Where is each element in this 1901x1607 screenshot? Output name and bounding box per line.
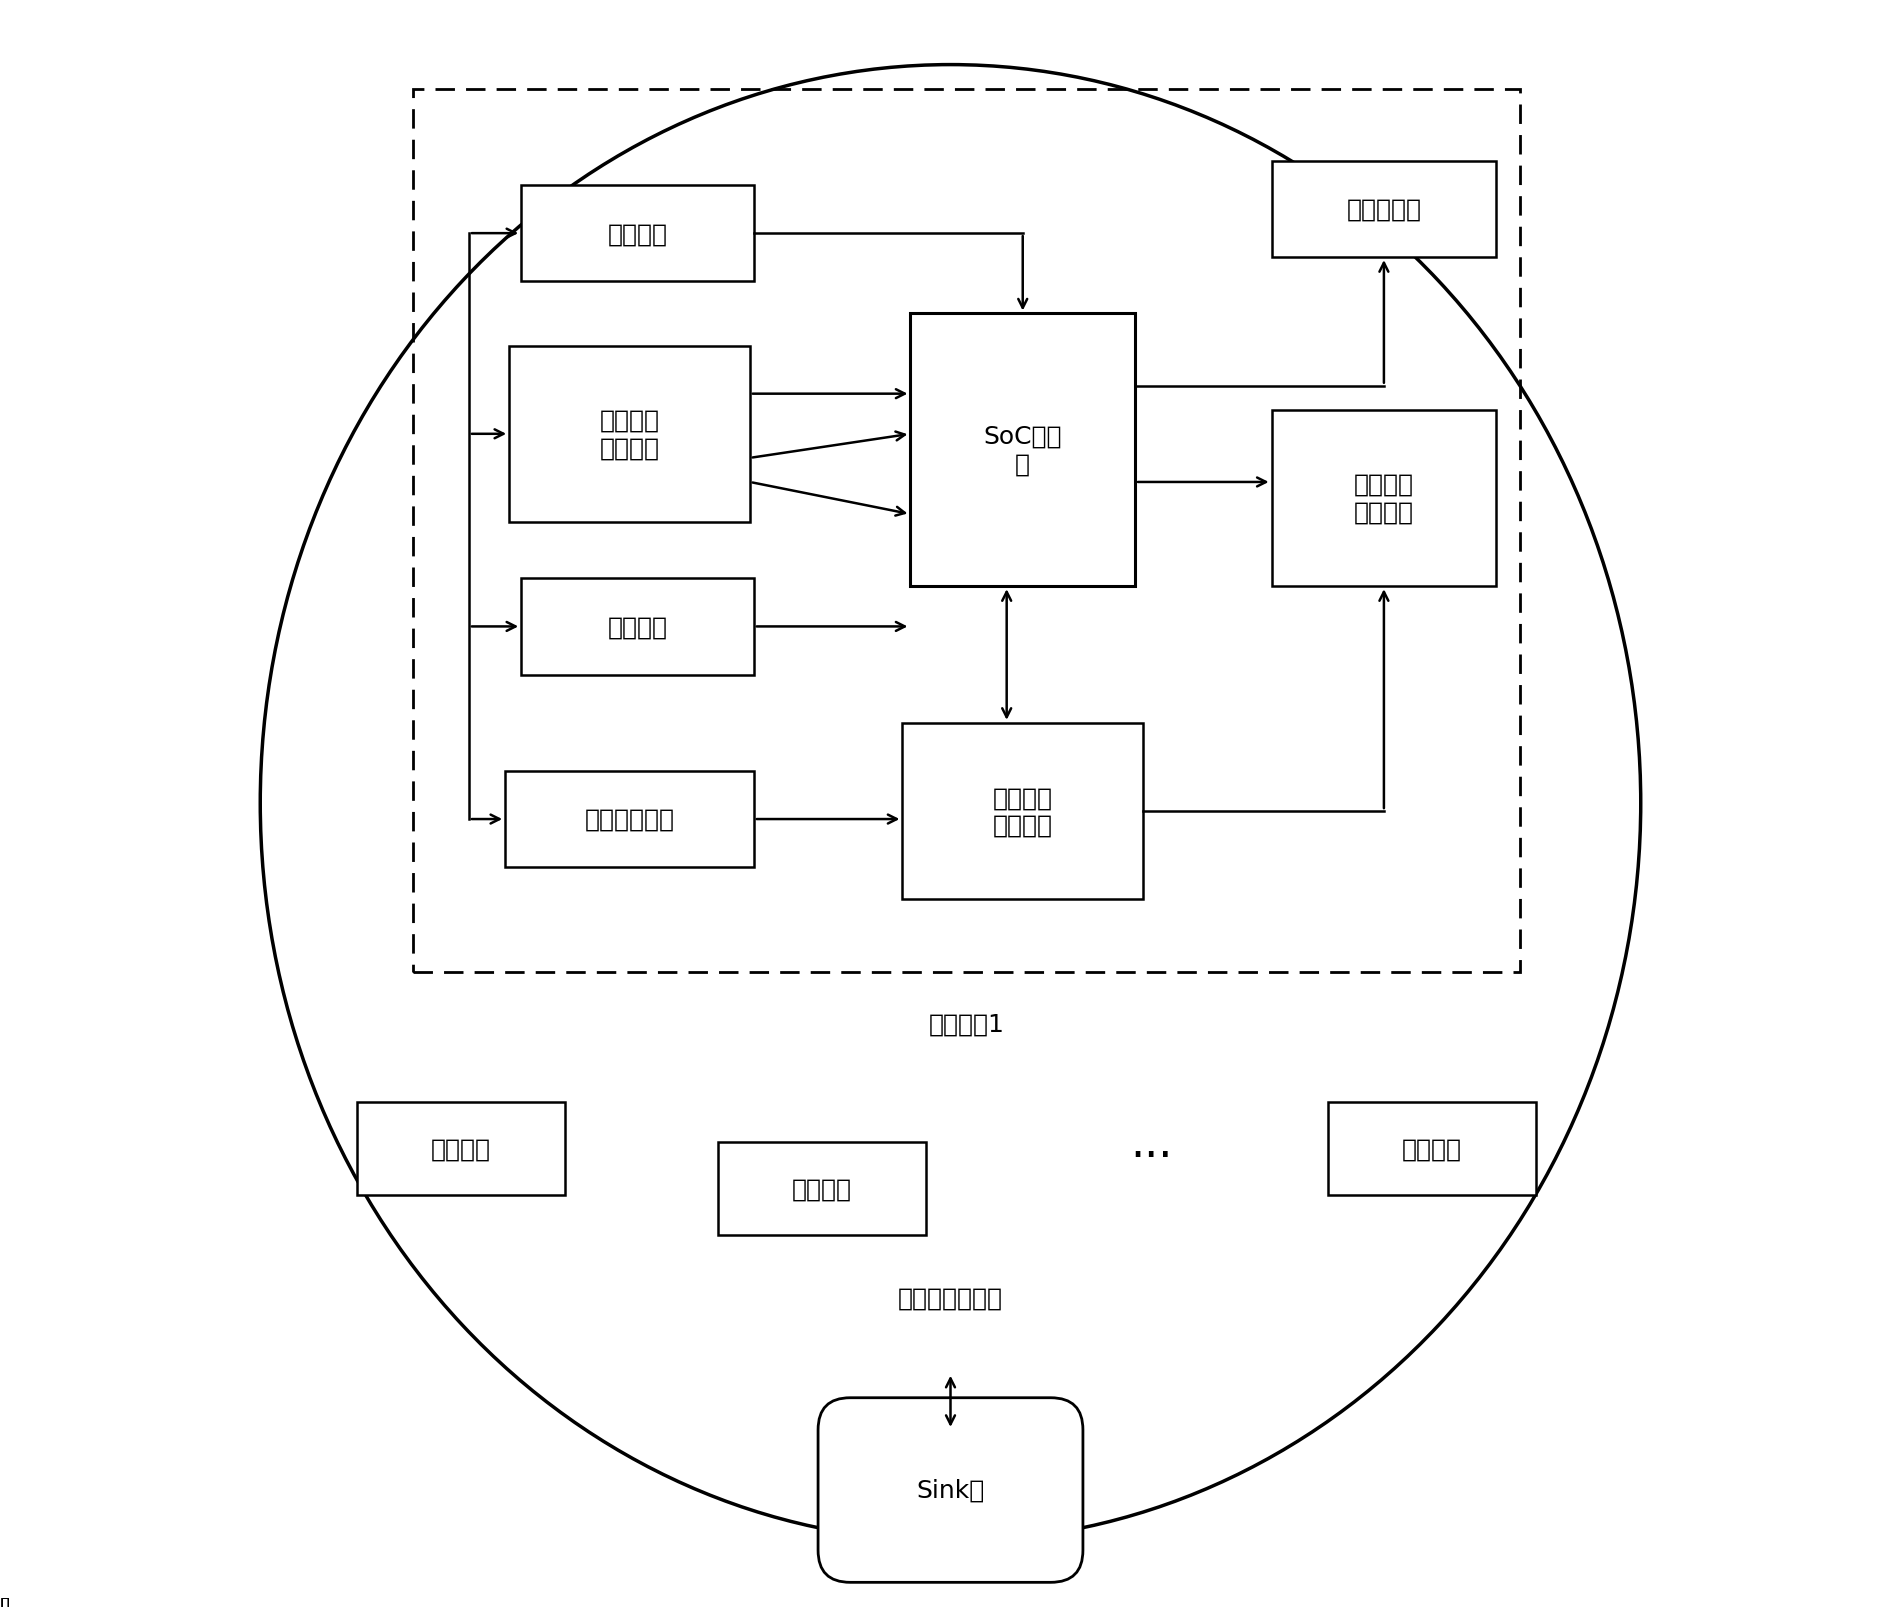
FancyBboxPatch shape	[719, 1143, 926, 1236]
Text: 用户终端1: 用户终端1	[928, 1012, 1004, 1037]
Text: 测: 测	[0, 1596, 8, 1607]
Text: 测: 测	[0, 1596, 8, 1607]
FancyBboxPatch shape	[521, 186, 755, 283]
Text: 扩充模块: 扩充模块	[608, 222, 667, 246]
Text: 无线传感器网络: 无线传感器网络	[897, 1286, 1004, 1310]
FancyBboxPatch shape	[1327, 1102, 1536, 1196]
FancyBboxPatch shape	[1272, 410, 1496, 587]
Text: 测: 测	[0, 1596, 8, 1607]
Text: Sink端: Sink端	[916, 1478, 985, 1503]
Text: 用户终端: 用户终端	[1403, 1136, 1462, 1160]
Text: 用户终端: 用户终端	[793, 1176, 852, 1200]
FancyBboxPatch shape	[521, 579, 755, 675]
FancyBboxPatch shape	[903, 723, 1143, 900]
Text: 报警装置: 报警装置	[608, 615, 667, 640]
Text: 测: 测	[0, 1596, 8, 1607]
Text: SoC处理
器: SoC处理 器	[983, 424, 1063, 476]
FancyBboxPatch shape	[506, 771, 755, 868]
Text: ···: ···	[1129, 1135, 1173, 1178]
FancyBboxPatch shape	[1272, 162, 1496, 259]
Text: 信息存储
监测模块: 信息存储 监测模块	[992, 786, 1053, 837]
FancyBboxPatch shape	[357, 1102, 565, 1196]
FancyBboxPatch shape	[817, 1398, 1084, 1583]
Text: 测: 测	[0, 1596, 8, 1607]
FancyBboxPatch shape	[509, 346, 749, 522]
Text: 生理数据
采集模块: 生理数据 采集模块	[599, 408, 660, 461]
Text: 无线数据
传输模块: 无线数据 传输模块	[1354, 472, 1414, 524]
FancyBboxPatch shape	[911, 315, 1135, 587]
Text: 测: 测	[0, 1596, 8, 1607]
Text: 用户终端: 用户终端	[432, 1136, 490, 1160]
Text: 网络协议栈: 网络协议栈	[1346, 198, 1422, 222]
Text: 电源监测模块: 电源监测模块	[584, 808, 675, 831]
